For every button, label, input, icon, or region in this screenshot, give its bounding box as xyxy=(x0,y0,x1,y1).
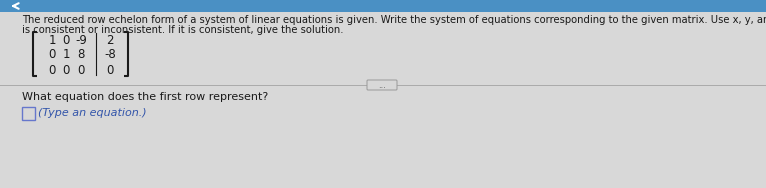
Text: is consistent or inconsistent. If it is consistent, give the solution.: is consistent or inconsistent. If it is … xyxy=(22,25,343,35)
Text: What equation does the first row represent?: What equation does the first row represe… xyxy=(22,92,268,102)
Text: 0: 0 xyxy=(48,64,56,77)
Text: 2: 2 xyxy=(106,33,113,46)
Text: 0: 0 xyxy=(106,64,113,77)
Text: 8: 8 xyxy=(77,49,85,61)
Text: 1: 1 xyxy=(62,49,70,61)
Text: 0: 0 xyxy=(62,64,70,77)
FancyBboxPatch shape xyxy=(367,80,397,90)
Text: 0: 0 xyxy=(48,49,56,61)
FancyBboxPatch shape xyxy=(22,107,35,120)
Text: -8: -8 xyxy=(104,49,116,61)
Text: 0: 0 xyxy=(62,33,70,46)
Text: 0: 0 xyxy=(77,64,85,77)
Text: ...: ... xyxy=(378,80,386,89)
Text: 1: 1 xyxy=(48,33,56,46)
Bar xyxy=(0,0,766,12)
Text: -9: -9 xyxy=(75,33,87,46)
Text: (Type an equation.): (Type an equation.) xyxy=(38,108,146,118)
Text: The reduced row echelon form of a system of linear equations is given. Write the: The reduced row echelon form of a system… xyxy=(22,15,766,25)
